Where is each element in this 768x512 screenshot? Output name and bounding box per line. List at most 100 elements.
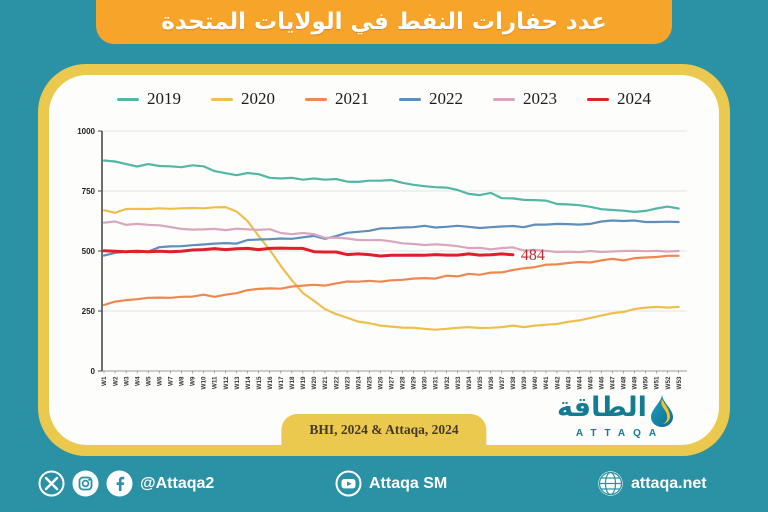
- svg-text:W39: W39: [521, 376, 528, 389]
- svg-text:W3: W3: [123, 376, 130, 386]
- svg-text:W42: W42: [554, 376, 561, 389]
- legend-label: 2024: [617, 89, 651, 108]
- svg-text:750: 750: [82, 187, 96, 196]
- svg-text:W9: W9: [190, 376, 197, 386]
- svg-text:W27: W27: [389, 376, 396, 389]
- svg-text:W35: W35: [477, 376, 484, 389]
- svg-text:W26: W26: [377, 376, 384, 389]
- svg-text:W16: W16: [267, 376, 274, 389]
- svg-text:W48: W48: [621, 376, 628, 389]
- instagram-icon: [72, 470, 99, 497]
- svg-text:W17: W17: [278, 376, 285, 389]
- svg-text:W19: W19: [300, 376, 307, 389]
- svg-text:W1: W1: [101, 376, 108, 386]
- svg-text:W37: W37: [499, 376, 506, 389]
- svg-text:W31: W31: [433, 376, 440, 389]
- svg-text:W20: W20: [311, 376, 318, 389]
- legend-item-2024: 2024: [587, 89, 651, 109]
- footer-website: attaqa.net: [631, 474, 707, 492]
- svg-text:W28: W28: [400, 376, 407, 389]
- legend-swatch: [211, 97, 233, 101]
- svg-text:W50: W50: [643, 376, 650, 389]
- svg-text:W32: W32: [444, 376, 451, 389]
- title-banner: عدد حفارات النفط في الولايات المتحدة: [96, 0, 672, 44]
- svg-text:W51: W51: [654, 376, 661, 389]
- svg-text:W13: W13: [234, 376, 241, 389]
- svg-text:W40: W40: [532, 376, 539, 389]
- legend-label: 2020: [241, 89, 275, 108]
- svg-text:W11: W11: [212, 376, 219, 389]
- droplet-icon: [650, 394, 673, 427]
- svg-text:W5: W5: [145, 376, 152, 386]
- youtube-icon: [335, 470, 362, 497]
- source-caption: BHI, 2024 & Attaqa, 2024: [309, 421, 459, 437]
- legend-swatch: [117, 97, 139, 101]
- svg-text:W34: W34: [466, 376, 473, 389]
- source-caption-tab: BHI, 2024 & Attaqa, 2024: [281, 414, 487, 445]
- svg-text:W22: W22: [333, 376, 340, 389]
- legend-label: 2023: [523, 89, 557, 108]
- legend-item-2023: 2023: [493, 89, 557, 109]
- legend-item-2022: 2022: [399, 89, 463, 109]
- svg-text:W30: W30: [422, 376, 429, 389]
- svg-text:W44: W44: [576, 376, 583, 389]
- svg-text:W33: W33: [455, 376, 462, 389]
- legend-label: 2021: [335, 89, 369, 108]
- svg-text:W6: W6: [156, 376, 163, 386]
- chart-card-border: 2019 2020 2021 2022 2023 2024 W1 W2 W3 W4 W5 W6 W7 W…: [38, 64, 730, 456]
- svg-text:W15: W15: [256, 376, 263, 389]
- footer-social-group: @Attaqa2: [38, 470, 214, 497]
- svg-text:W43: W43: [565, 376, 572, 389]
- svg-text:250: 250: [82, 307, 96, 316]
- footer-bar: @Attaqa2 Attaqa SM attaqa.net: [0, 456, 768, 512]
- svg-text:W53: W53: [676, 376, 683, 389]
- svg-text:W52: W52: [665, 376, 672, 389]
- page-title: عدد حفارات النفط في الولايات المتحدة: [161, 9, 607, 35]
- legend-swatch: [493, 97, 515, 101]
- x-twitter-icon: [38, 470, 65, 497]
- svg-text:W23: W23: [344, 376, 351, 389]
- facebook-icon: [106, 470, 133, 497]
- footer-website-group: attaqa.net: [597, 470, 707, 497]
- svg-text:W7: W7: [168, 376, 175, 386]
- latest-value-annotation: 484: [521, 247, 545, 264]
- svg-text:W14: W14: [245, 376, 252, 389]
- legend-label: 2022: [429, 89, 463, 108]
- svg-text:W24: W24: [355, 376, 362, 389]
- svg-text:W36: W36: [488, 376, 495, 389]
- svg-text:W46: W46: [598, 376, 605, 389]
- svg-text:W45: W45: [587, 376, 594, 389]
- legend-swatch: [587, 97, 609, 101]
- svg-text:W18: W18: [289, 376, 296, 389]
- svg-text:W2: W2: [112, 376, 119, 386]
- logo-latin-text: ATTAQA: [575, 428, 665, 439]
- svg-text:0: 0: [91, 367, 96, 376]
- svg-text:W12: W12: [223, 376, 230, 389]
- svg-text:W38: W38: [510, 376, 517, 389]
- legend-item-2021: 2021: [305, 89, 369, 109]
- legend-item-2019: 2019: [117, 89, 181, 109]
- logo-arabic-text: الطاقة: [557, 392, 647, 423]
- chart-legend: 2019 2020 2021 2022 2023 2024: [49, 89, 719, 109]
- svg-text:W47: W47: [610, 376, 617, 389]
- chart-card: 2019 2020 2021 2022 2023 2024 W1 W2 W3 W4 W5 W6 W7 W…: [49, 75, 719, 445]
- legend-item-2020: 2020: [211, 89, 275, 109]
- svg-text:W41: W41: [543, 376, 550, 389]
- globe-icon: [598, 471, 623, 496]
- svg-text:500: 500: [82, 247, 96, 256]
- svg-text:W29: W29: [411, 376, 418, 389]
- svg-text:W49: W49: [632, 376, 639, 389]
- footer-social-handle: @Attaqa2: [140, 474, 215, 492]
- svg-text:W8: W8: [179, 376, 186, 386]
- svg-text:W21: W21: [322, 376, 329, 389]
- legend-label: 2019: [147, 89, 181, 108]
- line-chart: W1 W2 W3 W4 W5 W6 W7 W8 W9 W10 W11 W12 W13 W14 W15 W16 W…: [77, 127, 687, 389]
- footer-youtube-group: Attaqa SM: [335, 470, 447, 497]
- legend-swatch: [399, 97, 421, 101]
- svg-text:1000: 1000: [77, 127, 95, 136]
- svg-text:W25: W25: [366, 376, 373, 389]
- svg-text:W10: W10: [201, 376, 208, 389]
- svg-text:W4: W4: [134, 376, 141, 386]
- attaqa-logo: الطاقة ATTAQA: [541, 393, 691, 439]
- legend-swatch: [305, 97, 327, 101]
